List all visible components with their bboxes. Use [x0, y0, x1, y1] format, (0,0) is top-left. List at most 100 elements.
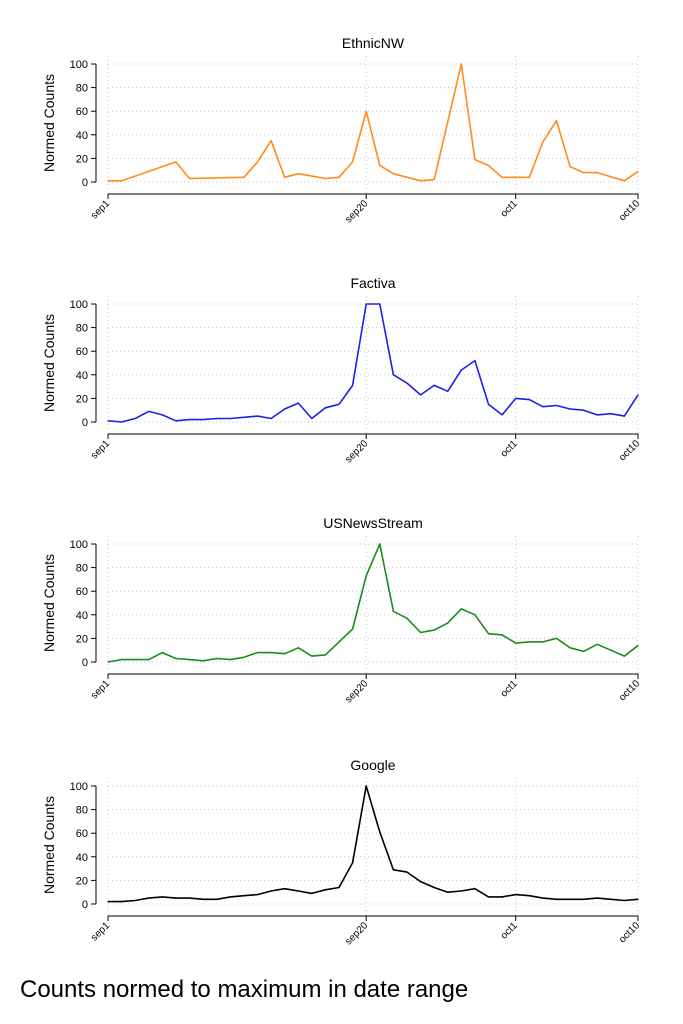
data-point — [188, 177, 191, 180]
data-point — [542, 406, 544, 408]
data-point — [338, 403, 340, 405]
data-point — [528, 176, 530, 178]
data-point — [188, 897, 191, 899]
data-point — [555, 898, 558, 900]
data-point — [528, 641, 530, 643]
y-tick-label: 60 — [76, 346, 88, 358]
data-point — [420, 394, 422, 396]
data-point — [121, 659, 123, 661]
data-point — [365, 575, 367, 577]
data-point — [161, 896, 163, 898]
data-point — [324, 889, 326, 891]
y-tick-label: 0 — [82, 899, 88, 911]
data-point — [583, 650, 585, 653]
data-point — [148, 897, 150, 899]
data-point — [216, 898, 218, 900]
y-tick-label: 80 — [76, 83, 88, 95]
data-point — [487, 403, 490, 405]
data-point — [161, 652, 163, 654]
data-point — [406, 871, 408, 873]
data-point — [637, 394, 639, 396]
y-tick-label: 20 — [76, 393, 88, 405]
data-point — [324, 407, 326, 409]
data-point — [487, 896, 490, 898]
y-tick-label: 60 — [76, 106, 88, 118]
data-point — [555, 637, 558, 640]
data-point — [284, 888, 286, 890]
data-point — [297, 890, 299, 892]
panel-google: Google 0 20 40 60 80 100 Normed Counts sep1 sep20… — [41, 757, 642, 947]
data-point — [420, 180, 422, 182]
data-point — [583, 172, 585, 174]
data-point — [610, 898, 612, 900]
data-point — [352, 161, 354, 163]
x-tick-label: sep1 — [89, 438, 112, 461]
data-point — [433, 886, 435, 889]
data-point — [243, 416, 245, 418]
data-point — [107, 420, 109, 422]
x-tick-label: oct10 — [617, 920, 642, 945]
data-point — [515, 397, 517, 399]
data-point — [447, 622, 449, 624]
data-point — [447, 891, 449, 893]
y-tick-label: 100 — [70, 781, 88, 793]
data-point — [637, 644, 639, 647]
data-point — [324, 177, 326, 180]
data-point — [175, 161, 177, 163]
y-tick-label: 0 — [82, 657, 88, 669]
data-point — [610, 413, 612, 415]
x-tick-label: sep20 — [343, 438, 370, 465]
data-point — [420, 631, 422, 634]
data-point — [311, 175, 313, 177]
data-point — [623, 655, 626, 657]
x-tick-label: oct1 — [499, 198, 520, 219]
data-point — [515, 894, 517, 896]
figure-caption: Counts normed to maximum in date range — [20, 976, 469, 1003]
y-axis-label: Normed Counts — [41, 554, 57, 652]
data-point — [229, 659, 231, 661]
x-tick-label: sep20 — [343, 920, 370, 947]
data-point — [392, 610, 394, 612]
data-point — [596, 897, 598, 899]
data-point — [406, 176, 408, 178]
data-point — [555, 120, 558, 122]
data-point — [528, 399, 530, 401]
data-point — [447, 390, 449, 392]
x-tick-label: oct10 — [617, 678, 642, 703]
data-point — [311, 892, 313, 895]
data-point — [297, 402, 299, 404]
data-point — [406, 617, 408, 619]
y-tick-label: 0 — [82, 417, 88, 429]
data-point — [121, 421, 123, 423]
data-point — [270, 890, 272, 892]
y-tick-label: 0 — [82, 177, 88, 189]
data-point — [175, 420, 177, 422]
y-tick-label: 60 — [76, 828, 88, 840]
data-point — [392, 173, 394, 175]
data-point — [134, 899, 136, 902]
data-point — [202, 660, 204, 662]
data-point — [148, 659, 150, 661]
data-point — [542, 897, 544, 899]
data-point — [202, 419, 204, 421]
y-tick-label: 80 — [76, 805, 88, 817]
data-point — [161, 414, 163, 416]
data-point — [460, 63, 462, 65]
data-point — [365, 303, 367, 305]
data-point — [487, 164, 490, 167]
data-point — [284, 176, 286, 178]
data-point — [175, 657, 177, 660]
data-point — [433, 179, 435, 181]
data-point — [243, 176, 245, 178]
x-tick-label: oct1 — [499, 920, 520, 941]
y-tick-label: 80 — [76, 563, 88, 575]
series-line — [108, 785, 639, 903]
y-axis-label: Normed Counts — [41, 314, 57, 412]
data-point — [229, 417, 231, 420]
panel-factiva: Factiva 0 20 40 60 80 100 Normed Counts sep1 sep2… — [41, 275, 642, 465]
series-line — [107, 303, 639, 423]
data-point — [202, 898, 204, 900]
y-tick-label: 40 — [76, 610, 88, 622]
data-point — [284, 408, 286, 410]
data-point — [216, 657, 218, 660]
